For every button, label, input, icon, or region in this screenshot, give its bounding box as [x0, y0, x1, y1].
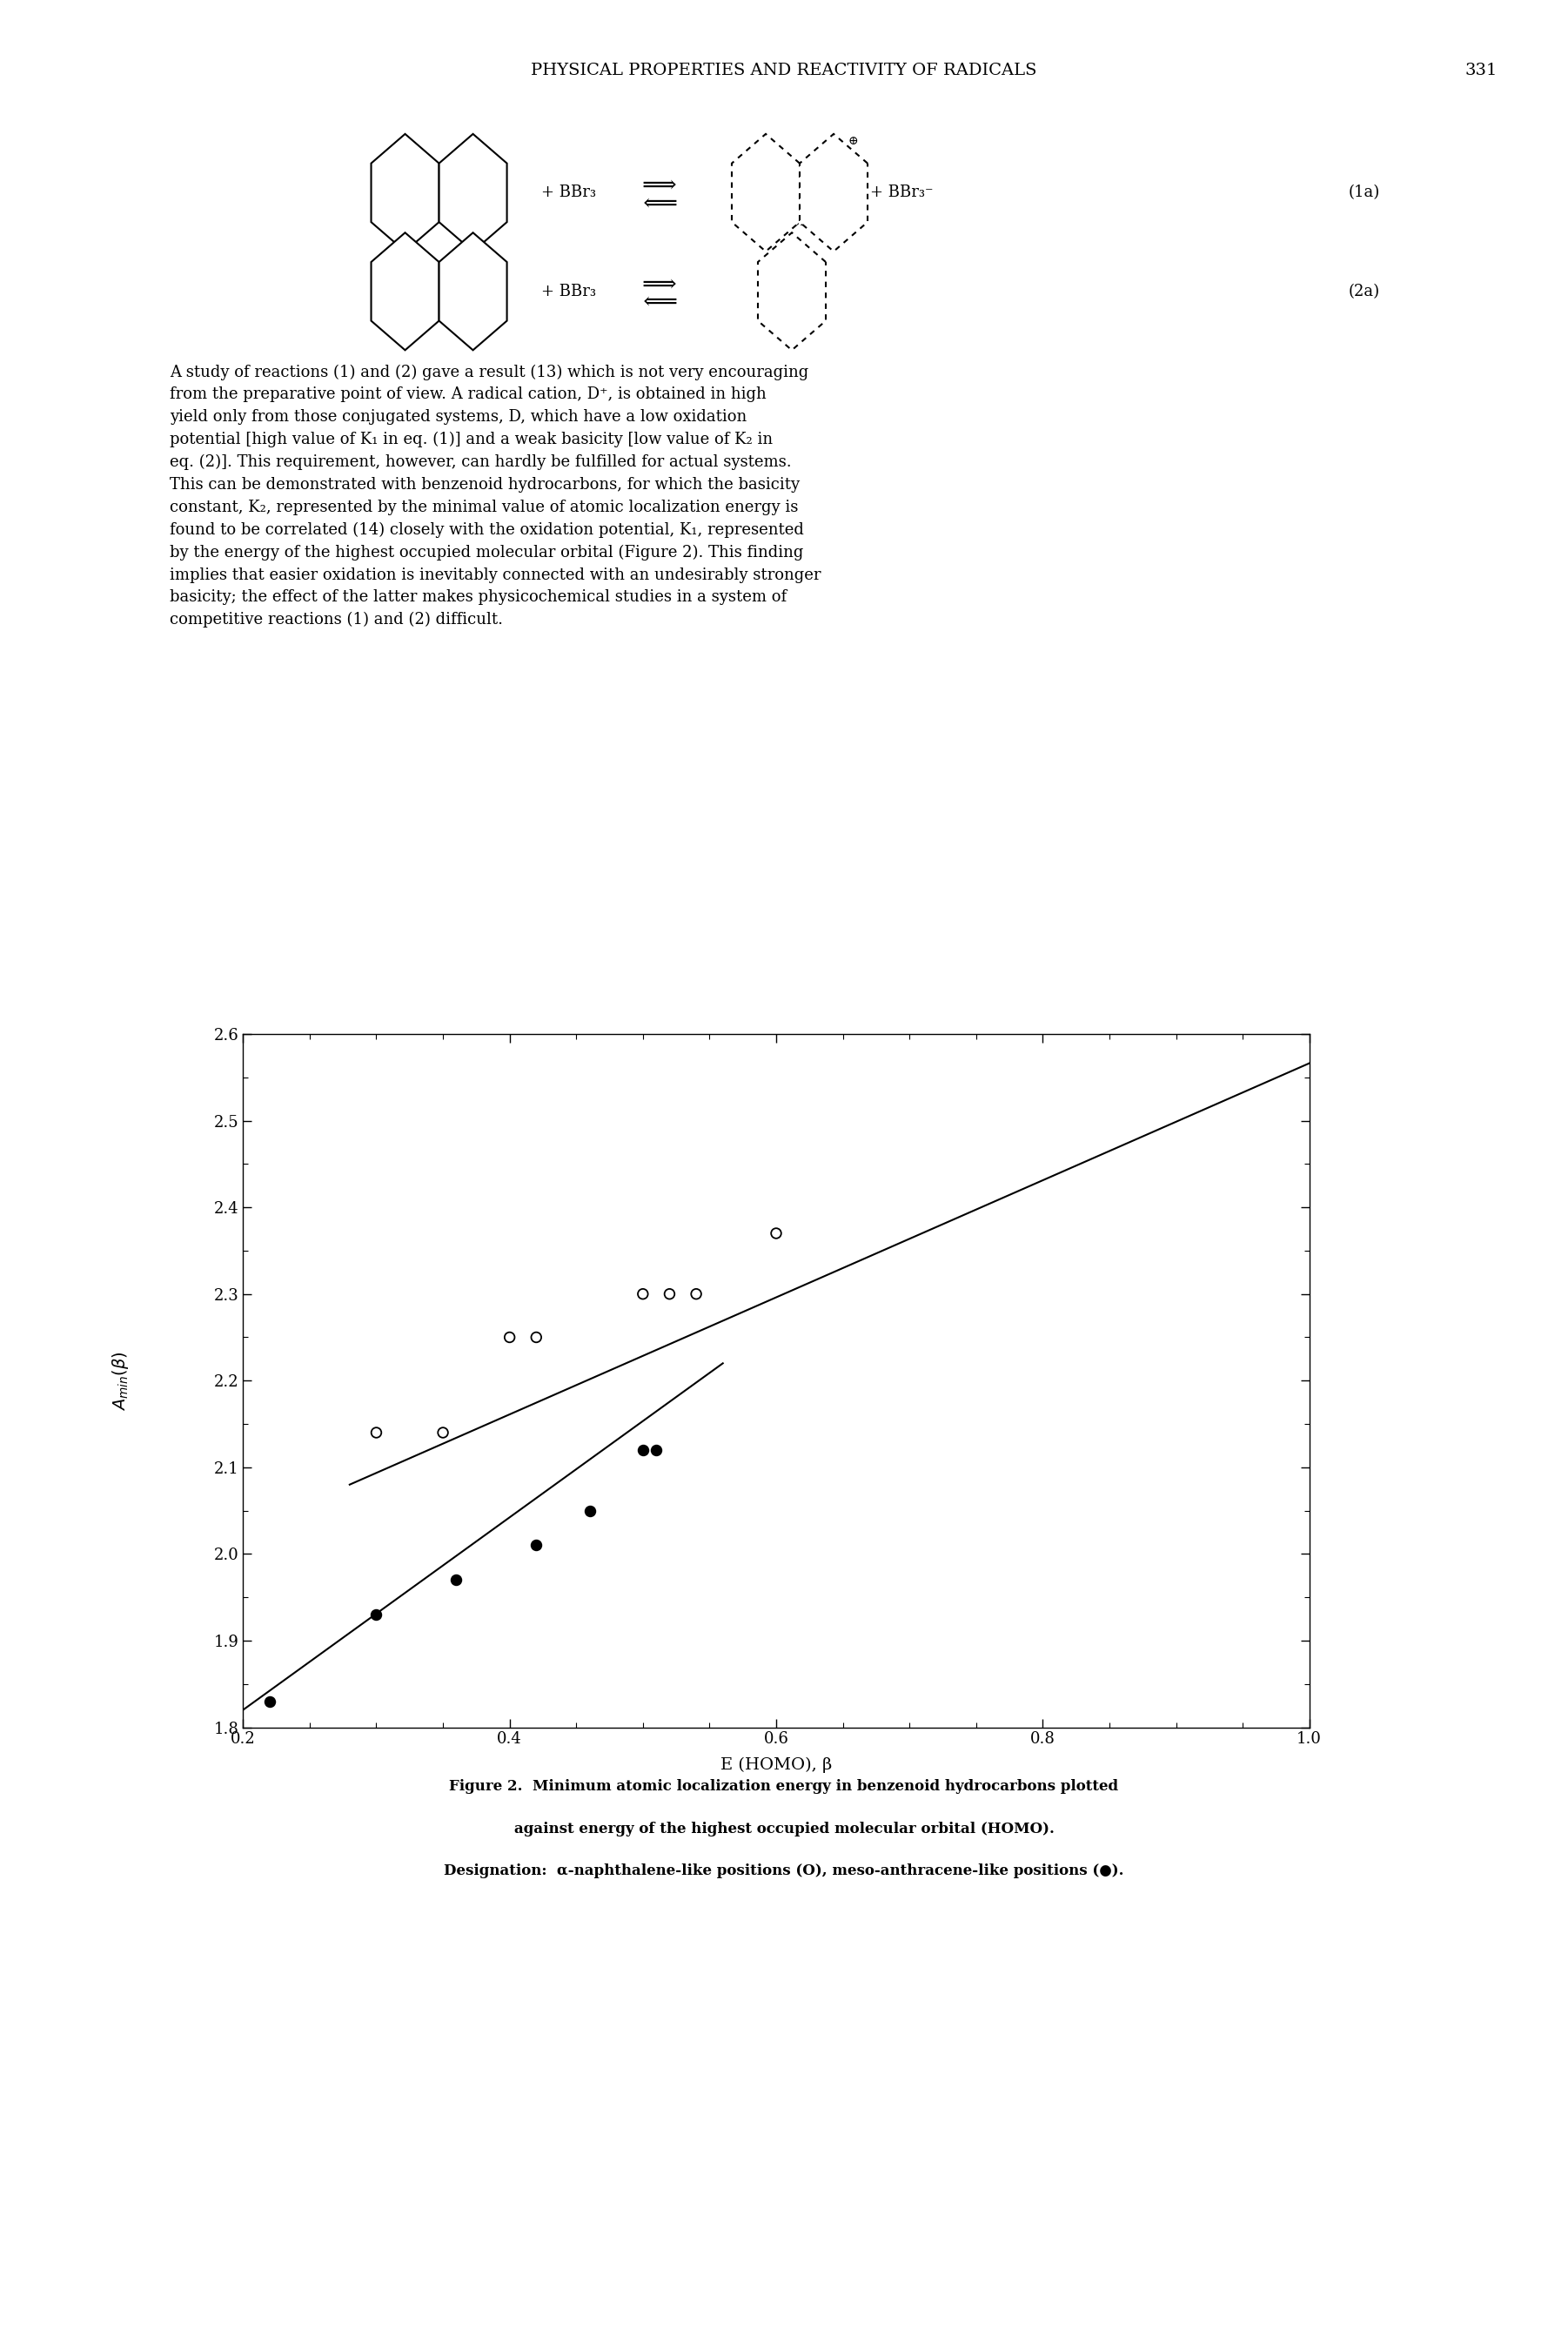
Text: ⊕: ⊕	[848, 134, 858, 148]
Point	[630, 1276, 655, 1314]
Text: PHYSICAL PROPERTIES AND REACTIVITY OF RADICALS: PHYSICAL PROPERTIES AND REACTIVITY OF RA…	[532, 61, 1036, 78]
Text: ⟹: ⟹	[641, 188, 676, 212]
Text: $\mathit{A}_{min}(\beta)$: $\mathit{A}_{min}(\beta)$	[110, 1351, 130, 1410]
Text: (2a): (2a)	[1348, 284, 1380, 298]
Text: ⟹: ⟹	[641, 174, 676, 197]
Point	[444, 1560, 469, 1598]
Text: Designation:  α-naphthalene-like positions (O), meso-anthracene-like positions (: Designation: α-naphthalene-like position…	[444, 1864, 1124, 1878]
Text: ⟹: ⟹	[641, 287, 676, 310]
Point	[764, 1215, 789, 1253]
Point	[364, 1415, 389, 1452]
Point	[524, 1318, 549, 1356]
Text: Figure 2.  Minimum atomic localization energy in benzenoid hydrocarbons plotted: Figure 2. Minimum atomic localization en…	[450, 1779, 1118, 1793]
Point	[1323, 1067, 1348, 1104]
Point	[644, 1431, 670, 1469]
Point	[684, 1276, 709, 1314]
Text: + BBr₃: + BBr₃	[541, 186, 596, 200]
Text: 331: 331	[1465, 61, 1497, 78]
Point	[364, 1596, 389, 1633]
Text: A study of reactions (1) and (2) gave a result (13) which is not very encouragin: A study of reactions (1) and (2) gave a …	[169, 364, 820, 627]
Point	[430, 1415, 456, 1452]
Point	[630, 1431, 655, 1469]
Text: (1a): (1a)	[1348, 186, 1380, 200]
Point	[257, 1683, 282, 1720]
Text: + BBr₃: + BBr₃	[541, 284, 596, 298]
Point	[657, 1276, 682, 1314]
X-axis label: E (HOMO), β: E (HOMO), β	[720, 1758, 833, 1772]
Text: •: •	[789, 284, 795, 298]
Text: against energy of the highest occupied molecular orbital (HOMO).: against energy of the highest occupied m…	[514, 1821, 1054, 1835]
Text: ⟹: ⟹	[641, 273, 676, 296]
Point	[497, 1318, 522, 1356]
Text: H ⊕BBr₃: H ⊕BBr₃	[764, 216, 820, 228]
Point	[577, 1492, 602, 1530]
Point	[524, 1528, 549, 1565]
Text: + BBr₃⁻: + BBr₃⁻	[870, 186, 933, 200]
